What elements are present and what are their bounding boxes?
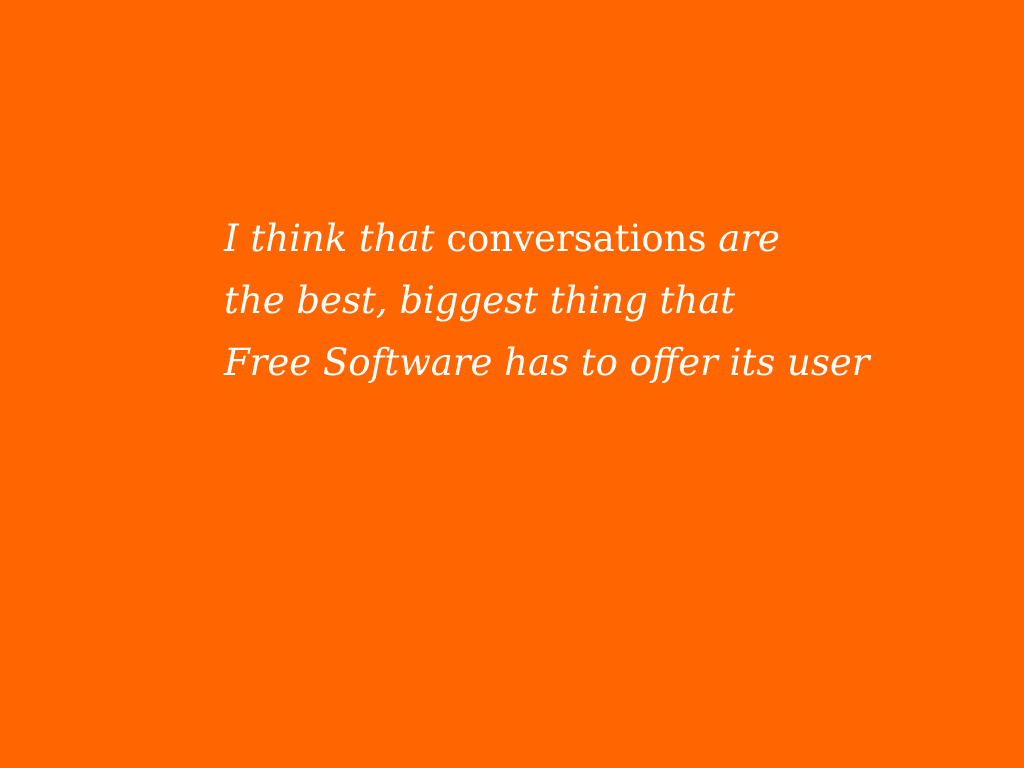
- quote-line-1-emphasis: conversations: [446, 217, 707, 260]
- quote-line-1: I think that conversations are: [224, 208, 869, 270]
- quote-line-2: the best, biggest thing that: [224, 279, 736, 322]
- quote-line-1-italic-lead: I think that: [224, 217, 435, 260]
- quote-line-1-italic-tail: are: [718, 217, 780, 260]
- quote-line-3: Free Software has to offer its user: [224, 341, 870, 384]
- quote-text: I think that conversations are the best,…: [224, 208, 869, 394]
